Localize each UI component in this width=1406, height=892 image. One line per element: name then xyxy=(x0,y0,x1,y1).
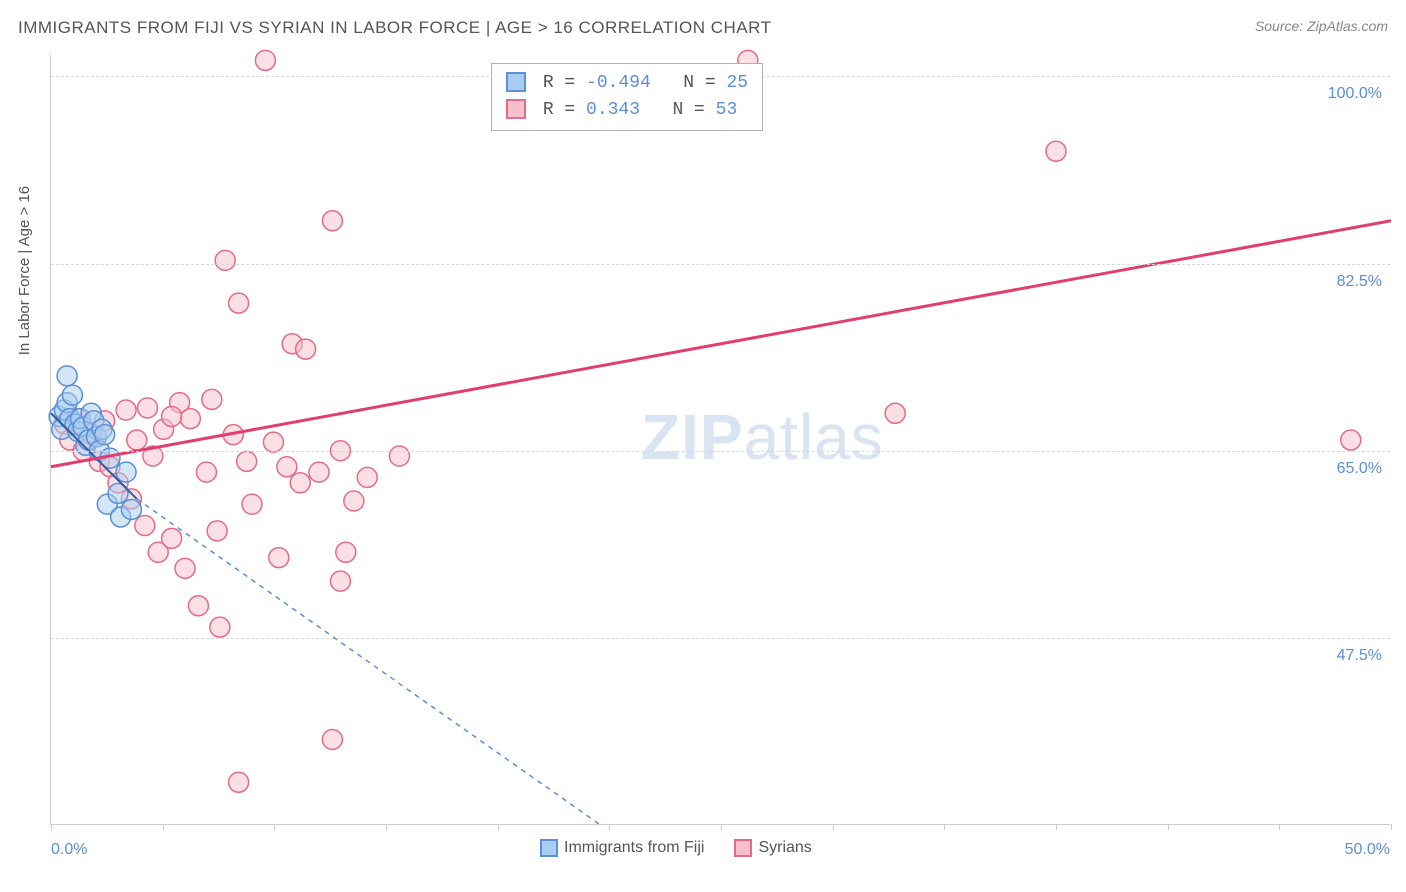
data-point xyxy=(885,403,905,423)
data-point xyxy=(210,617,230,637)
legend: Immigrants from Fiji Syrians xyxy=(540,839,812,857)
x-tick xyxy=(498,824,499,830)
data-point xyxy=(135,516,155,536)
data-point xyxy=(162,528,182,548)
y-tick-label: 65.0% xyxy=(1337,460,1382,478)
data-point xyxy=(309,462,329,482)
data-point xyxy=(357,467,377,487)
trend-line-syrians xyxy=(51,221,1391,467)
gridline xyxy=(51,638,1390,639)
legend-item: Syrians xyxy=(734,839,811,857)
data-point xyxy=(162,406,182,426)
x-tick xyxy=(1279,824,1280,830)
x-tick xyxy=(944,824,945,830)
x-tick-label: 0.0% xyxy=(51,841,87,859)
data-point xyxy=(137,398,157,418)
data-point xyxy=(269,548,289,568)
data-point xyxy=(57,366,77,386)
data-point xyxy=(229,772,249,792)
data-point xyxy=(389,446,409,466)
correlation-info-box: R = -0.494 N = 25 R = 0.343 N = 53 xyxy=(491,63,763,131)
data-point xyxy=(116,462,136,482)
data-point xyxy=(207,521,227,541)
data-point xyxy=(116,400,136,420)
data-point xyxy=(330,571,350,591)
y-tick-label: 100.0% xyxy=(1328,85,1382,103)
data-point xyxy=(322,211,342,231)
series-swatch xyxy=(506,99,526,119)
data-point xyxy=(121,500,141,520)
data-point xyxy=(277,457,297,477)
x-tick-label: 50.0% xyxy=(1345,841,1390,859)
info-row: R = 0.343 N = 53 xyxy=(506,97,748,124)
header: IMMIGRANTS FROM FIJI VS SYRIAN IN LABOR … xyxy=(18,18,1388,38)
data-point xyxy=(322,729,342,749)
data-point xyxy=(296,339,316,359)
trend-line-fiji-ext xyxy=(137,499,601,825)
y-tick-label: 47.5% xyxy=(1337,647,1382,665)
n-label: N = xyxy=(672,100,704,120)
data-point xyxy=(95,425,115,445)
data-point xyxy=(237,451,257,471)
legend-item: Immigrants from Fiji xyxy=(540,839,704,857)
data-point xyxy=(336,542,356,562)
data-point xyxy=(215,250,235,270)
x-tick xyxy=(1056,824,1057,830)
data-point xyxy=(1046,141,1066,161)
data-point xyxy=(255,50,275,70)
data-point xyxy=(127,430,147,450)
gridline xyxy=(51,264,1390,265)
data-point xyxy=(290,473,310,493)
data-point xyxy=(202,389,222,409)
legend-label: Syrians xyxy=(758,839,811,856)
y-tick-label: 82.5% xyxy=(1337,273,1382,291)
data-point xyxy=(188,596,208,616)
data-point xyxy=(62,385,82,405)
r-value: -0.494 xyxy=(586,73,651,93)
data-point xyxy=(1341,430,1361,450)
x-tick xyxy=(386,824,387,830)
x-tick xyxy=(1391,824,1392,830)
chart-title: IMMIGRANTS FROM FIJI VS SYRIAN IN LABOR … xyxy=(18,18,771,38)
info-row: R = -0.494 N = 25 xyxy=(506,70,748,97)
r-value: 0.343 xyxy=(586,100,640,120)
n-label: N = xyxy=(683,73,715,93)
data-point xyxy=(263,432,283,452)
data-point xyxy=(196,462,216,482)
data-point xyxy=(175,558,195,578)
source-label: Source: ZipAtlas.com xyxy=(1255,18,1388,34)
x-tick xyxy=(721,824,722,830)
r-label: R = xyxy=(543,100,575,120)
r-label: R = xyxy=(543,73,575,93)
legend-swatch xyxy=(540,839,558,857)
data-point xyxy=(180,409,200,429)
legend-swatch xyxy=(734,839,752,857)
x-tick xyxy=(51,824,52,830)
n-value: 25 xyxy=(726,73,748,93)
scatter-plot-svg xyxy=(51,55,1390,824)
data-point xyxy=(229,293,249,313)
chart-area: ZIPatlas 47.5%65.0%82.5%100.0%0.0%50.0% … xyxy=(50,55,1390,825)
y-axis-title: In Labor Force | Age > 16 xyxy=(16,186,33,355)
x-tick xyxy=(163,824,164,830)
n-value: 53 xyxy=(716,100,738,120)
data-point xyxy=(344,491,364,511)
x-tick xyxy=(833,824,834,830)
data-point xyxy=(242,494,262,514)
series-swatch xyxy=(506,72,526,92)
x-tick xyxy=(274,824,275,830)
gridline xyxy=(51,451,1390,452)
x-tick xyxy=(609,824,610,830)
legend-label: Immigrants from Fiji xyxy=(564,839,704,856)
x-tick xyxy=(1168,824,1169,830)
